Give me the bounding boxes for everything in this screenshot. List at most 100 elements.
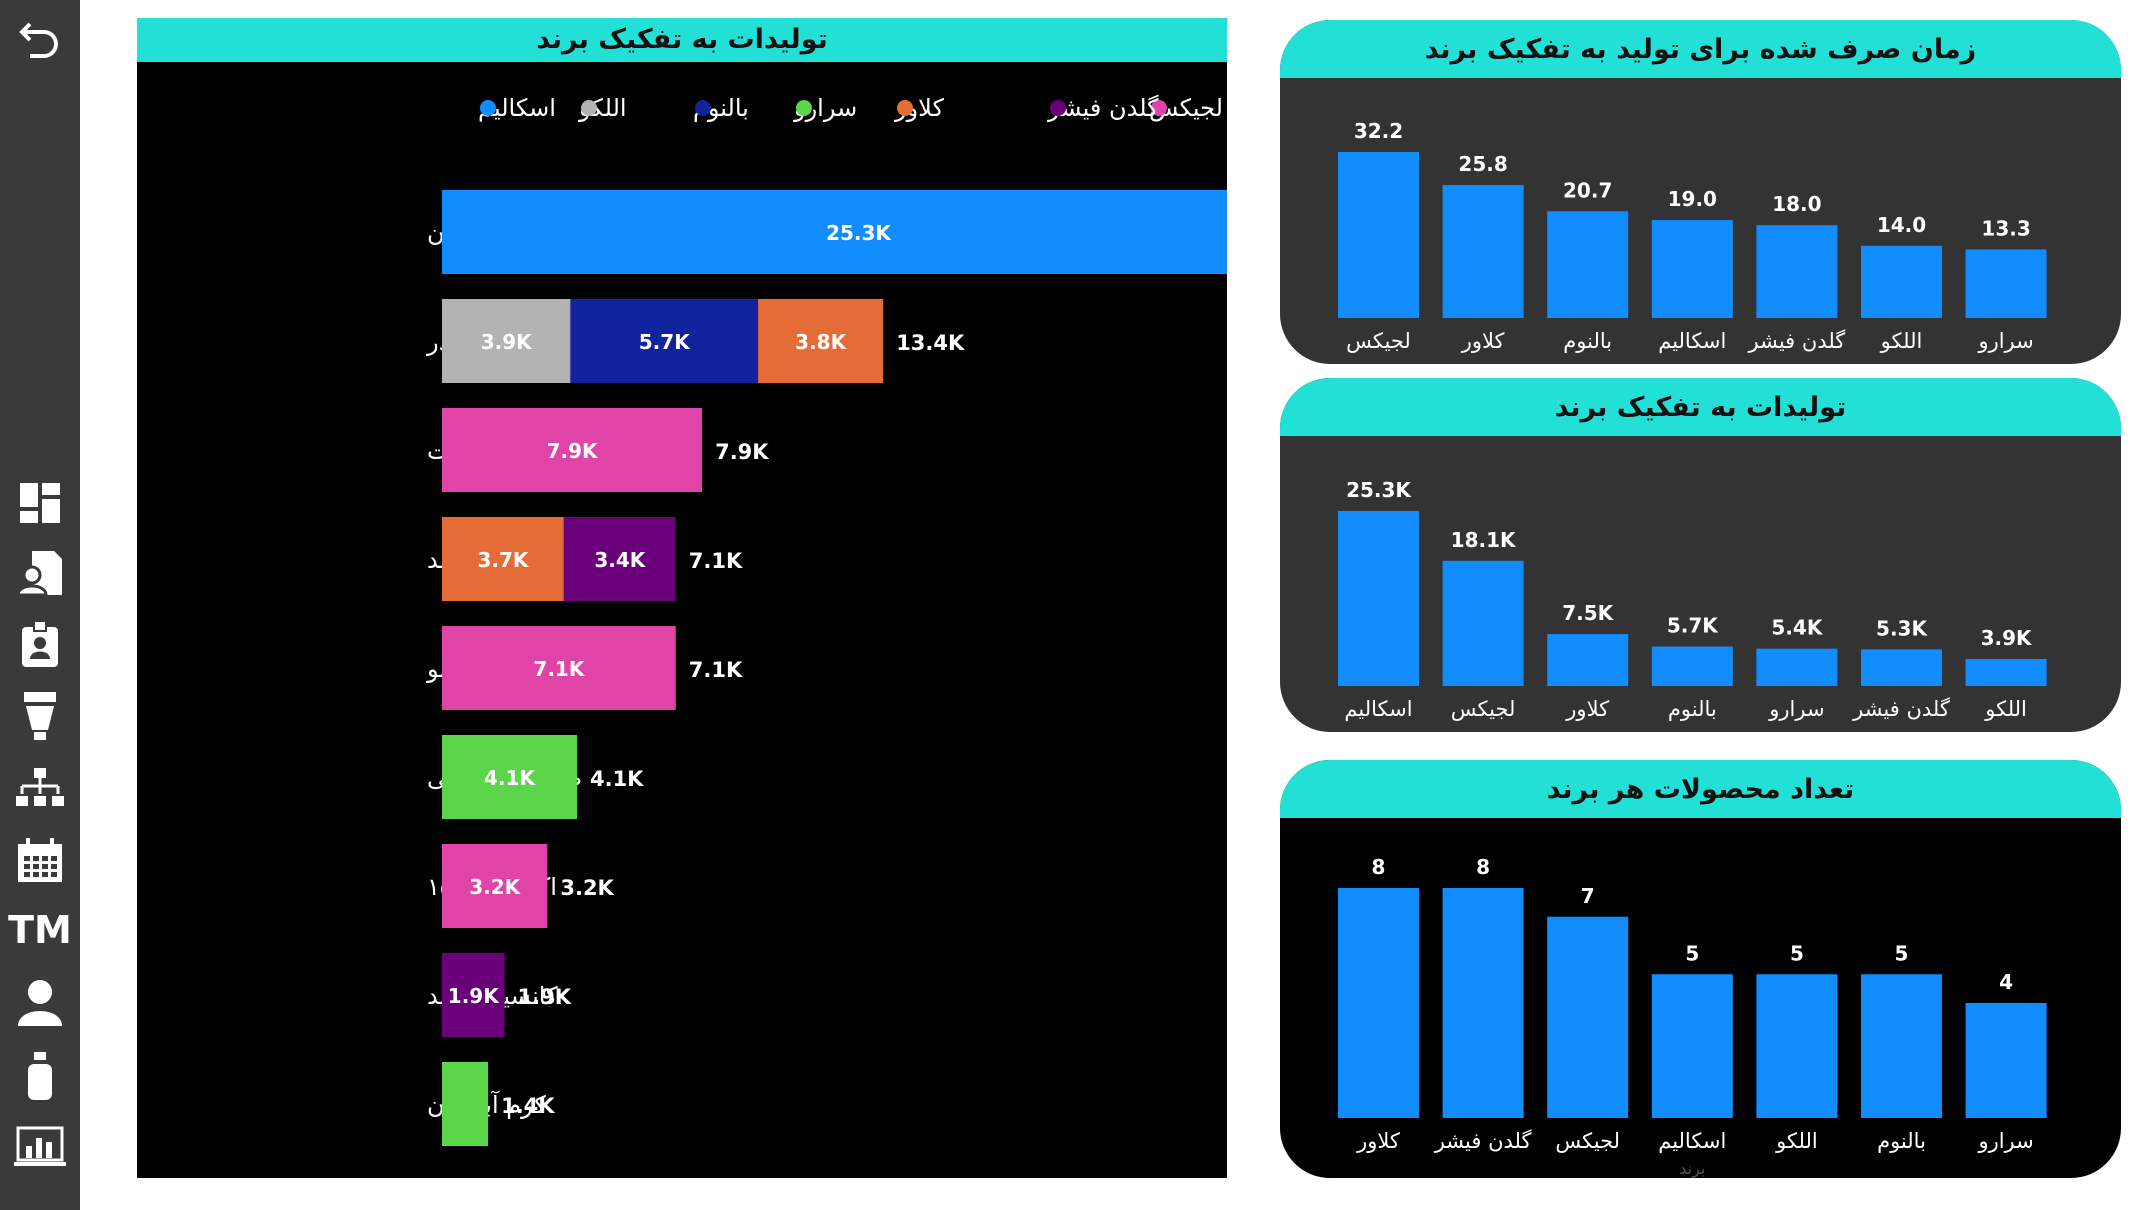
id-badge-icon[interactable] xyxy=(12,617,68,673)
org-chart-icon[interactable] xyxy=(12,760,68,816)
value-label-6: 4 xyxy=(1999,970,2013,994)
users-report-icon[interactable] xyxy=(12,545,68,601)
value-label-6: 13.3 xyxy=(1981,216,2030,240)
time-chart-title: زمان صرف شده برای تولید به تفکیک برند xyxy=(1280,20,2121,78)
time-chart-card: زمان صرف شده برای تولید به تفکیک برند 32… xyxy=(1280,20,2121,364)
value-label-3: 19.0 xyxy=(1668,187,1717,211)
bar-5 xyxy=(1861,974,1942,1118)
total-label-3: 7.1K xyxy=(689,549,743,573)
value-label-4: 18.0 xyxy=(1772,192,1821,216)
category-label-3: بالنوم xyxy=(1668,697,1717,721)
bar-4 xyxy=(1756,225,1838,318)
value-label-3: 5 xyxy=(1685,941,1699,965)
bar-segment-1-1 xyxy=(570,299,759,383)
total-label-8: 1.4K xyxy=(501,1094,555,1118)
total-label-6: 3.2K xyxy=(560,876,614,900)
category-label-0: اسکالیم xyxy=(1344,697,1412,722)
bar-3 xyxy=(1651,220,1733,318)
bar-3 xyxy=(1651,646,1733,686)
bar-0 xyxy=(1338,152,1419,318)
value-label-2: 20.7 xyxy=(1563,178,1612,202)
value-label-4: 5 xyxy=(1790,941,1804,965)
bar-segment-3-1 xyxy=(563,517,676,601)
category-label-4: گلدن فیشر xyxy=(1748,329,1846,353)
bar-5 xyxy=(1861,245,1942,318)
bar-2 xyxy=(1547,634,1629,686)
category-label-6: اللکو xyxy=(1984,697,2027,721)
legend-marker-2 xyxy=(897,100,913,116)
segment-label-1-2: 3.8K xyxy=(795,330,847,354)
category-label-0: کلاور xyxy=(1356,1129,1400,1153)
value-label-1: 8 xyxy=(1476,855,1490,879)
bar-segment-7-0 xyxy=(442,953,505,1037)
category-label-6: سرارو xyxy=(1977,1129,2033,1153)
person-icon[interactable] xyxy=(12,975,68,1031)
bar-segment-1-0 xyxy=(442,299,571,383)
legend-marker-5 xyxy=(581,100,597,116)
trademark-icon[interactable]: TM xyxy=(8,908,72,952)
bar-segment-3-0 xyxy=(442,517,564,601)
calendar-icon[interactable] xyxy=(12,832,68,888)
segment-label-0-0: 25.3K xyxy=(826,221,892,245)
value-label-5: 14.0 xyxy=(1877,213,1926,237)
value-label-3: 5.7K xyxy=(1667,614,1719,638)
value-label-5: 5 xyxy=(1895,941,1909,965)
time-chart-svg: 32.2 لجیکس 25.8 کلاور 20.7 بالنوم 19.0 اسکالیم 1… xyxy=(1338,119,2047,354)
legend-marker-0 xyxy=(1151,100,1167,116)
value-label-0: 32.2 xyxy=(1354,119,1403,143)
bar-segment-6-0 xyxy=(442,844,548,928)
product-tube-icon[interactable] xyxy=(12,688,68,744)
main-chart-panel: تولیدات به تفکیک برند لجیکس گلدن فیشر کلاو… xyxy=(137,18,1227,1178)
category-label-3: اسکالیم xyxy=(1658,329,1726,354)
bottle-icon[interactable] xyxy=(12,1048,68,1104)
back-arrow-icon[interactable] xyxy=(12,12,68,68)
bar-segment-1-2 xyxy=(758,299,884,383)
segment-label-1-0: 3.9K xyxy=(481,330,533,354)
sidebar: TM xyxy=(0,0,80,1210)
count-chart-title: تعداد محصولات هر برند xyxy=(1280,760,2121,818)
category-label-4: سرارو xyxy=(1768,697,1824,721)
segment-label-4-0: 7.1K xyxy=(533,657,585,681)
bar-2 xyxy=(1547,211,1629,318)
bar-segment-8-0 xyxy=(442,1062,489,1146)
category-label-1: لجیکس xyxy=(1451,697,1516,721)
bar-segment-0-0 xyxy=(442,190,1227,274)
category-label-6: سرارو xyxy=(1977,329,2033,353)
category-label-2: بالنوم xyxy=(1563,329,1612,353)
production-chart-svg: 25.3K اسکالیم 18.1K لجیکس 7.5K کلاور 5.7K بالنو… xyxy=(1338,478,2047,722)
value-label-1: 25.8 xyxy=(1458,152,1507,176)
count-chart-card: تعداد محصولات هر برند 8 کلاور 8 گلدن فیشر 7 ل… xyxy=(1280,760,2121,1178)
category-label-5: بالنوم xyxy=(1877,1129,1926,1153)
segment-label-1-1: 5.7K xyxy=(639,330,691,354)
production-chart-title: تولیدات به تفکیک برند xyxy=(1280,378,2121,436)
category-label-2: کلاور xyxy=(1565,697,1609,721)
segment-label-2-0: 7.9K xyxy=(547,439,599,463)
legend-marker-1 xyxy=(1050,100,1066,116)
total-label-1: 13.4K xyxy=(896,331,965,355)
category-label-5: اللکو xyxy=(1880,329,1923,353)
category-label-0: لجیکس xyxy=(1346,329,1411,353)
legend-marker-6 xyxy=(480,100,496,116)
segment-label-3-0: 3.7K xyxy=(477,548,529,572)
dashboard-icon[interactable] xyxy=(12,475,68,531)
bar-chart-icon[interactable] xyxy=(12,1118,68,1174)
segment-label-6-0: 3.2K xyxy=(469,875,521,899)
category-label-1: گلدن فیشر xyxy=(1434,1129,1532,1153)
value-label-0: 8 xyxy=(1372,855,1386,879)
bar-0 xyxy=(1338,511,1419,686)
legend-marker-3 xyxy=(796,100,812,116)
category-label-2: لجیکس xyxy=(1555,1129,1620,1153)
bar-4 xyxy=(1756,648,1838,686)
category-label-3: اسکالیم xyxy=(1658,1129,1726,1154)
bar-0 xyxy=(1338,888,1419,1118)
bar-1 xyxy=(1442,888,1524,1118)
legend-marker-4 xyxy=(695,100,711,116)
segment-label-3-1: 3.4K xyxy=(594,548,646,572)
category-label-5: گلدن فیشر xyxy=(1852,697,1950,721)
main-chart-title: تولیدات به تفکیک برند xyxy=(137,18,1227,62)
value-label-5: 5.3K xyxy=(1876,616,1928,640)
bar-segment-5-0 xyxy=(442,735,577,819)
bar-5 xyxy=(1861,649,1942,686)
x-axis-title: برند xyxy=(1679,1159,1705,1178)
